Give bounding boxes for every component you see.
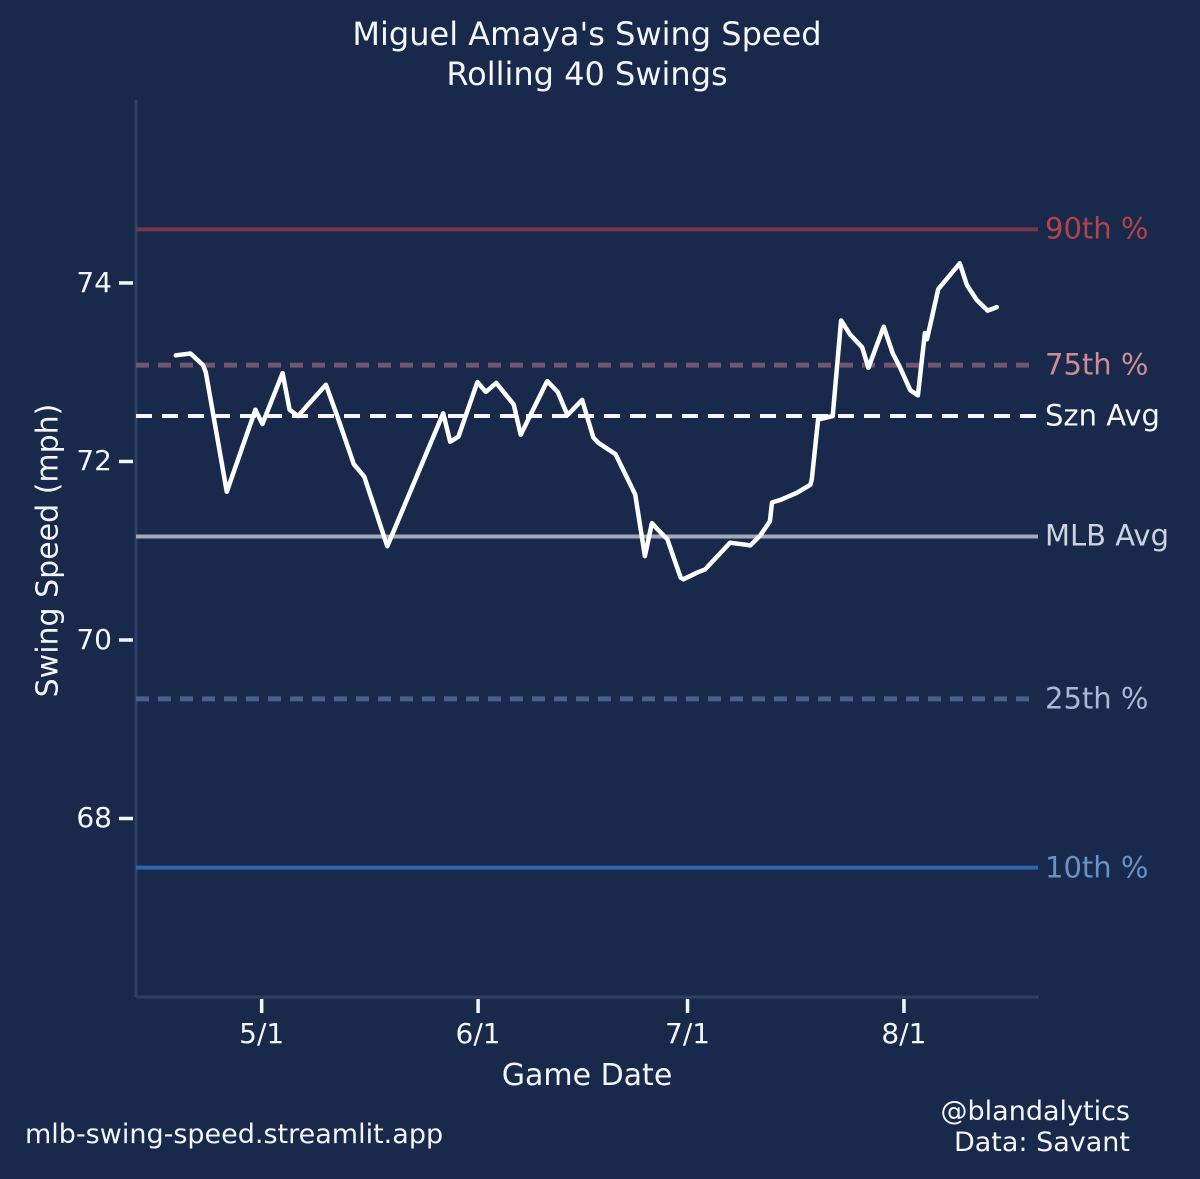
ref-label-szn-avg: Szn Avg <box>1045 398 1160 433</box>
x-tick-label: 7/1 <box>665 1017 711 1050</box>
ref-label-10th-: 10th % <box>1045 850 1149 885</box>
ref-label-75th-: 75th % <box>1045 347 1149 382</box>
y-tick-label: 72 <box>76 444 112 478</box>
credit-source: Data: Savant <box>953 1127 1130 1158</box>
chart-subtitle: Rolling 40 Swings <box>446 55 728 93</box>
ref-label-90th-: 90th % <box>1045 211 1149 246</box>
ref-label-mlb-avg: MLB Avg <box>1045 518 1170 553</box>
credit-block: @blandalytics Data: Savant <box>941 1096 1130 1158</box>
credit-handle: @blandalytics <box>940 1096 1130 1127</box>
ref-label-25th-: 25th % <box>1045 681 1149 716</box>
rolling-swing-speed-line <box>173 261 1000 582</box>
x-axis-label: Game Date <box>501 1058 673 1093</box>
x-tick-label: 6/1 <box>455 1017 501 1050</box>
y-tick-label: 70 <box>76 622 112 656</box>
x-tick-label: 5/1 <box>239 1017 285 1050</box>
y-tick-label: 74 <box>76 265 112 299</box>
chart-title-block: Miguel Amaya's Swing Speed Rolling 40 Sw… <box>0 14 1174 94</box>
app-url: mlb-swing-speed.streamlit.app <box>25 1119 444 1150</box>
x-tick-label: 8/1 <box>881 1017 927 1050</box>
chart-title: Miguel Amaya's Swing Speed <box>352 15 822 53</box>
y-tick-label: 68 <box>76 801 112 835</box>
y-axis-label: Swing Speed (mph) <box>30 403 66 698</box>
